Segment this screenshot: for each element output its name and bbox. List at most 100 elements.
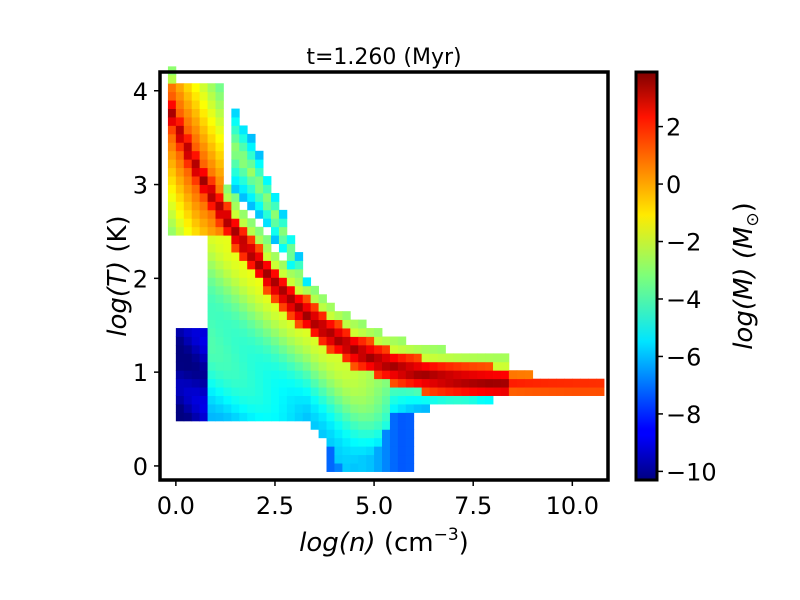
heatmap-cell xyxy=(429,387,438,396)
heatmap-cell xyxy=(239,192,248,202)
heatmap-cell xyxy=(231,226,240,236)
heatmap-cell xyxy=(199,353,208,363)
heatmap-cell xyxy=(247,252,256,261)
heatmap-cell xyxy=(239,370,248,380)
heatmap-cell xyxy=(342,437,351,447)
heatmap-cell xyxy=(326,336,335,346)
heatmap-cell xyxy=(405,395,415,405)
heatmap-cell xyxy=(207,91,216,101)
heatmap-cell xyxy=(239,159,248,169)
heatmap-cell xyxy=(239,412,248,422)
heatmap-cell xyxy=(429,395,438,405)
heatmap-cell xyxy=(231,117,240,126)
heatmap-cell xyxy=(223,302,232,312)
heatmap-cell xyxy=(278,404,288,413)
heatmap-cell xyxy=(239,133,248,143)
heatmap-cell xyxy=(382,429,391,439)
heatmap-cell xyxy=(461,361,470,371)
heatmap-cell xyxy=(183,353,193,363)
heatmap-cell xyxy=(167,167,177,177)
heatmap-cell xyxy=(485,387,494,396)
heatmap-cell xyxy=(405,370,415,380)
heatmap-cell xyxy=(263,201,272,211)
heatmap-cell xyxy=(286,311,296,321)
heatmap-cell xyxy=(223,218,232,228)
heatmap-cell xyxy=(255,159,264,169)
heatmap-cell xyxy=(207,277,216,287)
heatmap-cell xyxy=(271,404,280,413)
heatmap-cell xyxy=(548,387,557,396)
heatmap-cells xyxy=(167,66,605,472)
heatmap-cell xyxy=(239,226,248,236)
heatmap-cell xyxy=(397,429,407,439)
heatmap-cell xyxy=(413,370,423,380)
heatmap-cell xyxy=(294,328,304,337)
heatmap-cell xyxy=(167,218,177,228)
heatmap-cell xyxy=(231,108,240,118)
heatmap-cell xyxy=(389,446,399,456)
heatmap-cell xyxy=(334,336,343,346)
heatmap-cell xyxy=(231,192,240,202)
heatmap-cell xyxy=(366,404,375,413)
heatmap-cell xyxy=(294,344,304,354)
heatmap-cell xyxy=(175,100,185,109)
heatmap-cell xyxy=(318,378,327,388)
heatmap-cell xyxy=(167,150,177,160)
heatmap-cell xyxy=(334,395,343,405)
heatmap-cell xyxy=(223,209,232,219)
colorbar-label: log(M) (M⊙) xyxy=(729,202,763,350)
heatmap-cell xyxy=(175,150,185,160)
heatmap-cell xyxy=(263,378,272,388)
heatmap-cell xyxy=(278,235,288,245)
heatmap-cell xyxy=(286,243,296,253)
heatmap-cell xyxy=(223,361,232,371)
heatmap-cell xyxy=(405,429,415,439)
heatmap-cell xyxy=(429,344,438,354)
heatmap-cell xyxy=(247,412,256,422)
heatmap-cell xyxy=(247,226,256,236)
heatmap-cell xyxy=(397,454,407,464)
heatmap-cell xyxy=(358,404,367,413)
heatmap-cell xyxy=(485,353,494,363)
heatmap-cell xyxy=(191,209,201,219)
heatmap-cell xyxy=(199,150,208,160)
heatmap-cell xyxy=(223,370,232,380)
heatmap-cell xyxy=(239,235,248,245)
heatmap-cell xyxy=(334,353,343,363)
heatmap-cell xyxy=(437,353,446,363)
heatmap-cell xyxy=(255,150,264,160)
heatmap-cell xyxy=(215,361,224,371)
heatmap-cell xyxy=(389,429,399,439)
heatmap-cell xyxy=(239,167,248,177)
heatmap-cell xyxy=(207,260,216,270)
heatmap-cell xyxy=(485,370,494,380)
heatmap-cell xyxy=(326,319,335,329)
heatmap-cell xyxy=(199,226,208,236)
heatmap-cell xyxy=(199,395,208,405)
heatmap-cell xyxy=(231,159,240,169)
heatmap-cell xyxy=(366,463,375,472)
heatmap-cell xyxy=(207,252,216,261)
heatmap-cell xyxy=(183,344,193,354)
heatmap-cell xyxy=(263,302,272,312)
heatmap-cell xyxy=(326,353,335,363)
heatmap-cell xyxy=(183,108,193,118)
heatmap-cell xyxy=(183,100,193,109)
heatmap-cell xyxy=(493,370,502,380)
heatmap-cell xyxy=(334,378,343,388)
heatmap-cell xyxy=(215,294,224,304)
heatmap-cell xyxy=(271,285,280,295)
heatmap-cell xyxy=(215,302,224,312)
colorbar-frame xyxy=(634,70,659,482)
y-tick-label: 3 xyxy=(133,172,148,200)
heatmap-cell xyxy=(231,268,240,278)
heatmap-cell xyxy=(223,336,232,346)
heatmap-cell xyxy=(247,159,256,169)
heatmap-cell xyxy=(278,395,288,405)
heatmap-cell xyxy=(310,420,319,430)
heatmap-cell xyxy=(374,378,383,388)
heatmap-cell xyxy=(374,420,383,430)
heatmap-cell xyxy=(318,420,327,430)
heatmap-cell xyxy=(247,243,256,253)
